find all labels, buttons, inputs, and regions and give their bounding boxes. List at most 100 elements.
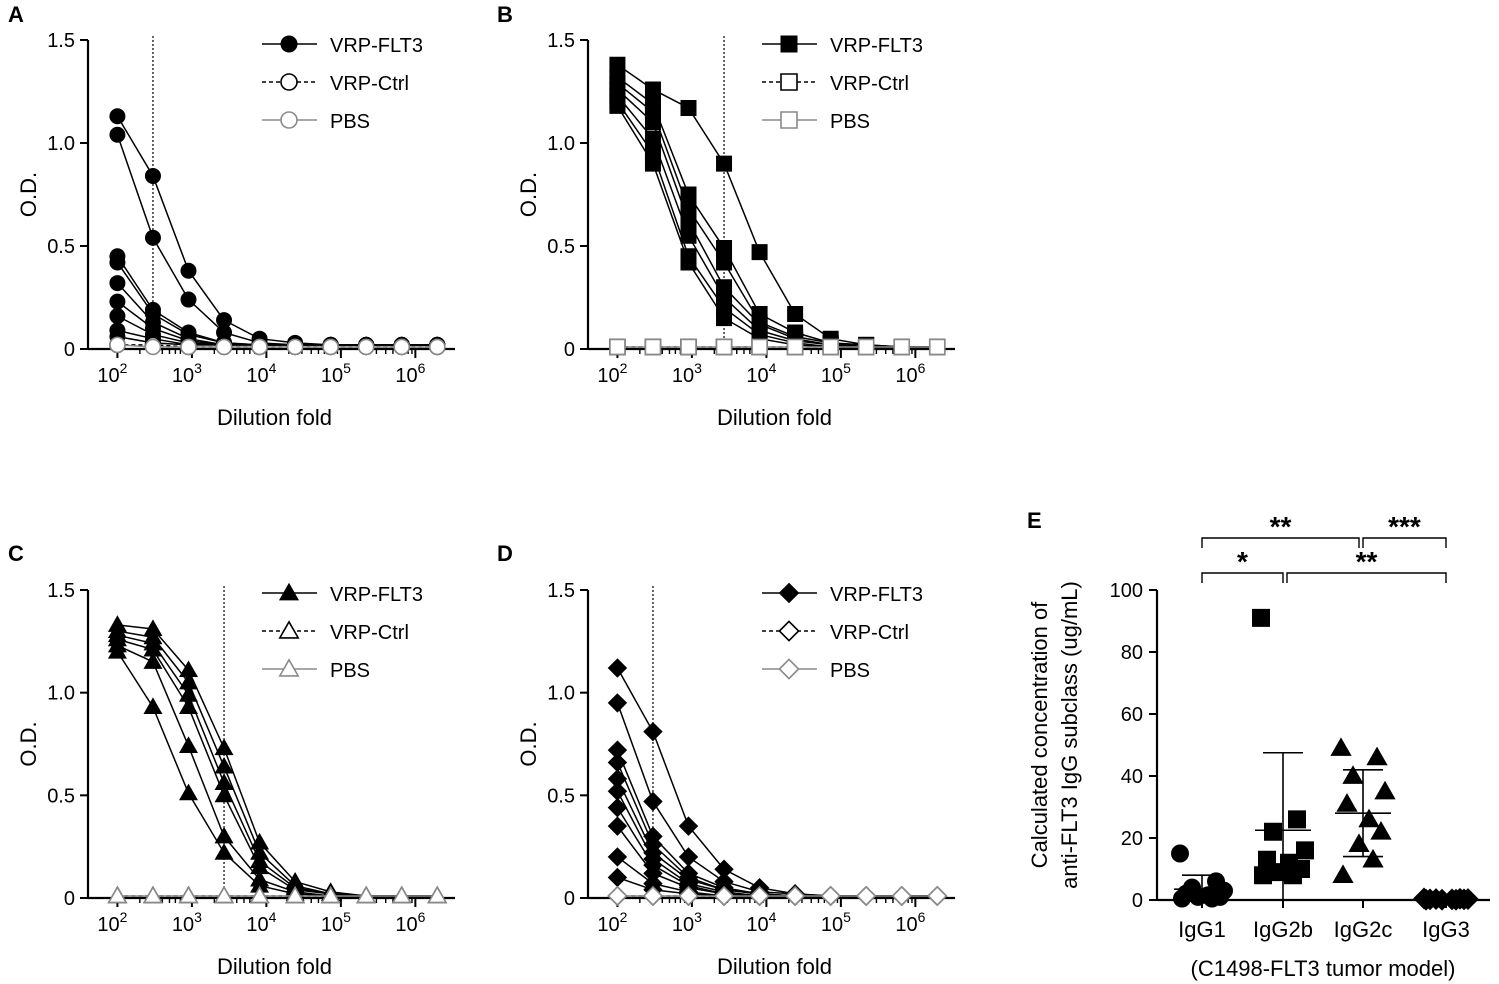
flt3-point [143, 697, 163, 715]
flt3-point [180, 291, 197, 308]
x-tick-label: 105 [821, 360, 851, 387]
legend-label: VRP-FLT3 [330, 584, 423, 606]
igg2b-point [1296, 841, 1314, 860]
x-tick-label: IgG2c [1334, 917, 1393, 942]
pbs-point [857, 338, 875, 356]
y-axis-title: O.D. [516, 172, 541, 217]
panel-C: C 0 0.5 1.0 1.5 102 103 104 105 106 Dilution fold O… [8, 541, 455, 979]
flt3-point [180, 262, 197, 279]
panel-label: B [497, 2, 513, 27]
pbs-point [322, 338, 339, 356]
legend-marker [278, 620, 300, 639]
x-axis-title: Dilution fold [717, 405, 832, 430]
flt3-point [644, 130, 661, 147]
x-tick-label: 105 [821, 909, 851, 936]
flt3-point [607, 816, 628, 836]
significance-bracket [1286, 572, 1447, 583]
flt3-point [143, 652, 163, 669]
significance-bracket [1201, 572, 1284, 583]
legend-label: PBS [330, 660, 370, 682]
legend-marker [278, 582, 300, 601]
y-tick-label: 40 [1121, 766, 1143, 788]
flt3-point [644, 81, 661, 98]
flt3-curve [117, 638, 438, 897]
pbs-point [249, 885, 270, 904]
pbs-point [713, 885, 735, 907]
y-axis-title-line1: Calculated concentration of [1027, 601, 1052, 868]
y-axis-title: O.D. [516, 721, 541, 766]
legend-marker [780, 35, 798, 53]
legend-label: VRP-Ctrl [830, 622, 909, 644]
igg2c-point [1332, 864, 1354, 884]
pbs-point [609, 338, 626, 356]
flt3-curve [116, 301, 438, 346]
flt3-point [716, 310, 733, 327]
pbs-curve [117, 344, 438, 348]
pbs-point [856, 885, 877, 907]
flt3-curve [116, 134, 438, 346]
flt3-point [644, 155, 661, 172]
x-axis-title: Dilution fold [217, 954, 332, 979]
y-tick-label: 1.5 [47, 580, 75, 602]
pbs-point [320, 885, 341, 904]
x-tick-label: 104 [246, 360, 276, 387]
y-tick-label: 1.0 [547, 683, 575, 705]
panel-E: E 0 20 40 60 80 100 IgG1 IgG2b IgG2c IgG3 (C1498-FL… [1027, 508, 1490, 981]
y-tick-label: 1.5 [47, 30, 75, 52]
flt3-curve [116, 255, 438, 346]
y-tick-label: 0 [64, 339, 75, 361]
pbs-point [893, 338, 911, 356]
y-tick-label: 0 [564, 888, 575, 910]
flt3-curve [616, 95, 938, 348]
pbs-point [607, 885, 628, 907]
y-axis-title-line2: anti-FLT3 IgG subclass (ug/mL) [1057, 581, 1082, 889]
panel-A: A 0 0.5 1.0 1.5 102 103 104 105 106 Dilution fold O… [8, 2, 455, 430]
flt3-point [607, 847, 628, 867]
significance-label: ** [1270, 511, 1292, 542]
legend-label: PBS [330, 111, 370, 133]
y-tick-label: 1.5 [547, 580, 575, 602]
pbs-point [178, 885, 199, 904]
igg1-point [1173, 889, 1191, 908]
legend-label: VRP-Ctrl [330, 73, 409, 95]
legend-label: VRP-Ctrl [830, 73, 909, 95]
legend-marker [280, 35, 298, 53]
significance-label: ** [1356, 546, 1378, 577]
flt3-curve [616, 76, 938, 348]
pbs-point [680, 338, 697, 356]
pbs-point [644, 338, 662, 356]
igg2b-point [1252, 608, 1270, 627]
flt3-point [716, 155, 733, 172]
flt3-point [144, 167, 161, 184]
flt3-point [607, 752, 628, 773]
significance-label: *** [1388, 511, 1421, 542]
legend-label: VRP-FLT3 [830, 35, 923, 57]
flt3-point [607, 797, 628, 818]
flt3-point [109, 293, 126, 310]
flt3-point [609, 97, 626, 114]
flt3-point [179, 697, 198, 715]
y-tick-label: 1.0 [47, 683, 75, 705]
pbs-point [891, 885, 912, 907]
y-tick-label: 1.0 [47, 133, 75, 155]
flt3-curve [116, 115, 438, 346]
flt3-point [644, 114, 661, 131]
igg1-point [1203, 889, 1221, 908]
flt3-point [751, 244, 768, 261]
x-tick-label: IgG3 [1422, 917, 1470, 942]
flt3-point [109, 254, 126, 271]
x-tick-label: 105 [321, 360, 351, 387]
flt3-point [607, 781, 628, 801]
flt3-point [109, 275, 126, 292]
x-tick-label: 104 [746, 909, 776, 936]
x-tick-label: 102 [97, 909, 127, 936]
flt3-point [109, 308, 126, 325]
x-axis-title: Dilution fold [217, 405, 332, 430]
igg2c-point [1330, 737, 1352, 756]
legend-marker [778, 582, 800, 604]
flt3-curve [616, 790, 938, 897]
pbs-point [822, 338, 839, 356]
x-tick-label: 106 [895, 360, 925, 387]
legend-marker [280, 73, 298, 91]
